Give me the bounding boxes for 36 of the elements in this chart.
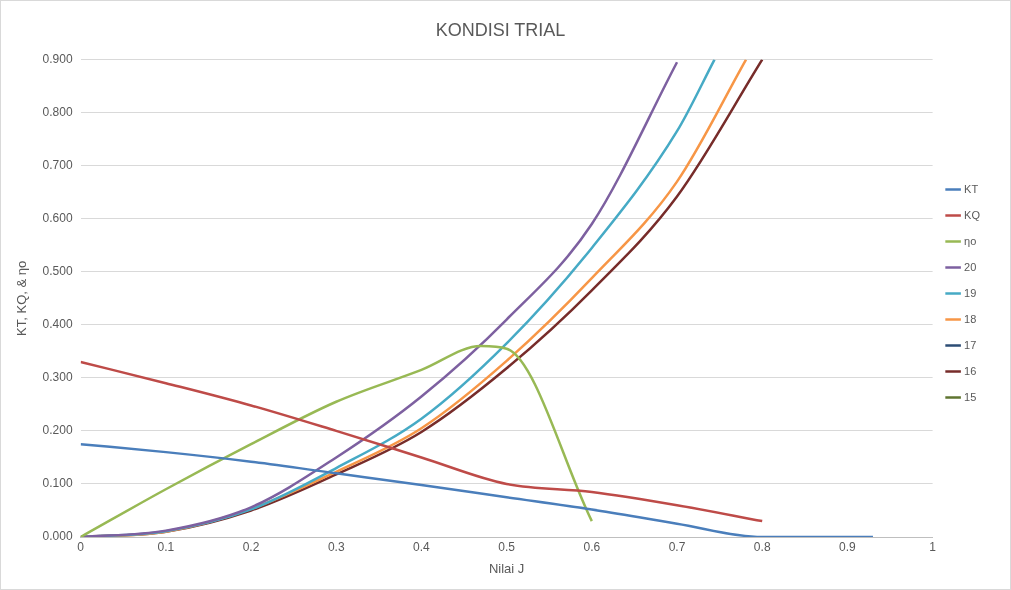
x-tick-label: 1 <box>929 539 937 554</box>
y-tick-label: 0.200 <box>42 423 73 438</box>
line-series <box>80 360 764 523</box>
y-tick-label: 0.000 <box>42 529 73 544</box>
y-tick-label: 0.800 <box>42 104 73 119</box>
x-tick-label: 0.6 <box>583 539 601 554</box>
legend-label: 15 <box>964 390 977 403</box>
y-tick-label: 0.300 <box>42 370 73 385</box>
chart-title: KONDISI TRIAL <box>435 19 566 40</box>
y-tick-label: 0.100 <box>42 476 73 491</box>
x-tick-label: 0.1 <box>157 539 175 554</box>
legend-label: KQ <box>964 208 981 221</box>
x-tick-label: 0.3 <box>327 539 345 554</box>
y-tick-label: 0.500 <box>42 264 73 279</box>
x-tick-label: 0.8 <box>753 539 771 554</box>
legend-label: 17 <box>964 338 977 351</box>
legend-label: 19 <box>964 286 977 299</box>
y-tick-label: 0.400 <box>42 317 73 332</box>
x-tick-label: 0.5 <box>498 539 516 554</box>
y-tick-label: 0.900 <box>42 51 73 66</box>
x-tick-label: 0 <box>77 539 85 554</box>
legend-label: 16 <box>964 364 977 377</box>
legend-label: 18 <box>964 312 977 325</box>
line-series <box>80 344 594 537</box>
x-tick-label: 0.7 <box>668 539 686 554</box>
y-axis-title: KT, KQ, & ηo <box>14 260 30 336</box>
x-axis-title: Nilai J <box>488 560 525 576</box>
y-tick-label: 0.700 <box>42 158 73 172</box>
legend-label: ηo <box>964 234 977 247</box>
legend-label: KT <box>964 182 979 195</box>
legend-label: 20 <box>964 260 977 273</box>
x-tick-label: 0.4 <box>413 539 431 554</box>
y-tick-label: 0.600 <box>42 211 73 226</box>
line-series <box>80 442 875 537</box>
x-tick-label: 0.2 <box>242 539 260 554</box>
x-tick-label: 0.9 <box>839 539 857 554</box>
